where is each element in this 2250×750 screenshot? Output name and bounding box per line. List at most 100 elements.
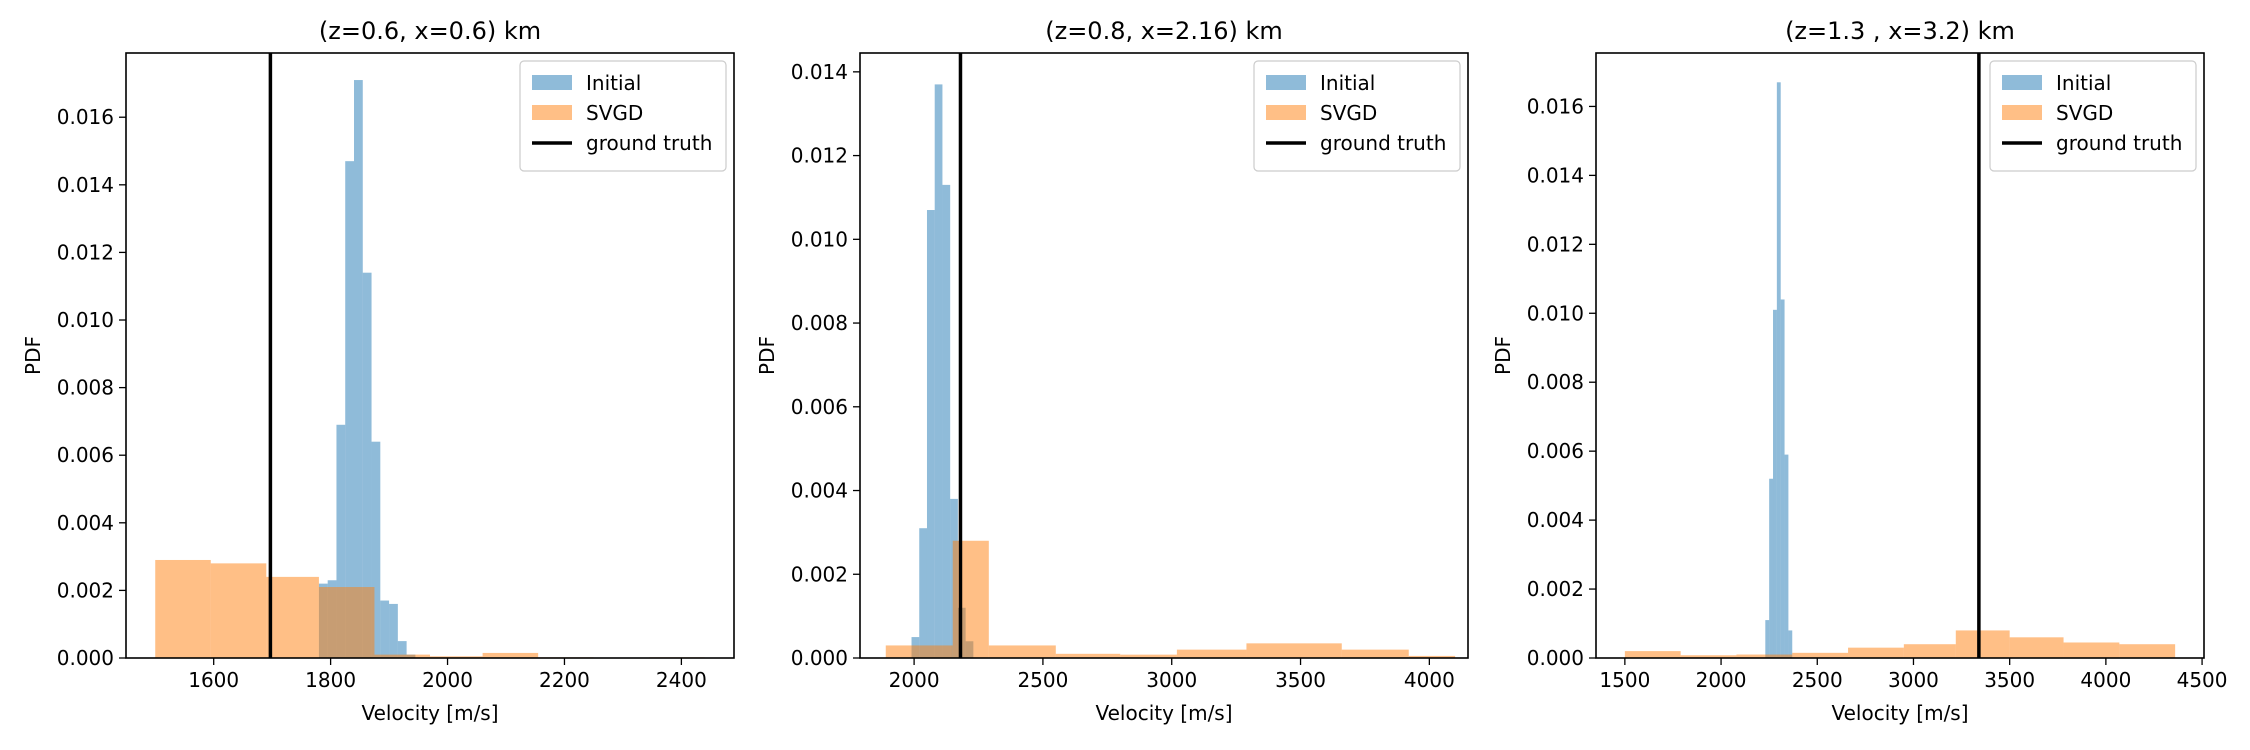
- plot-area: [155, 53, 705, 658]
- svgd-bar: [988, 645, 1056, 658]
- axes-frame: [859, 52, 1469, 659]
- initial-bar: [354, 80, 363, 658]
- x-tick-label: 3500: [1984, 668, 2035, 692]
- x-tick-label: 2500: [1017, 668, 1068, 692]
- legend-svgd-swatch: [2002, 105, 2042, 120]
- axes-frame: [125, 52, 735, 659]
- initial-bar: [1769, 478, 1774, 658]
- legend-initial-label: Initial: [2056, 71, 2111, 95]
- svgd-bar: [1246, 643, 1342, 658]
- x-tick-label: 3000: [1888, 668, 1939, 692]
- y-tick-label: 0.006: [57, 443, 114, 467]
- svgd-bar: [1055, 653, 1121, 658]
- plot-area: [1624, 53, 2176, 658]
- svgd-bar: [318, 587, 375, 658]
- y-tick-label: 0.008: [1527, 370, 1584, 394]
- y-tick-label: 0.014: [57, 173, 114, 197]
- svgd-bar: [885, 645, 920, 658]
- x-tick-label: 2200: [539, 668, 590, 692]
- x-tick-label: 2000: [422, 668, 473, 692]
- initial-bar: [1773, 309, 1777, 658]
- series-initial: [318, 80, 416, 658]
- chart-title: (z=0.6, x=0.6) km: [319, 17, 541, 45]
- svgd-bar: [1848, 647, 1904, 658]
- y-tick-label: 0.000: [791, 646, 848, 670]
- x-tick-label: 3000: [1146, 668, 1197, 692]
- series-svgd: [155, 559, 705, 658]
- svgd-bar: [1120, 654, 1177, 658]
- initial-bar: [926, 210, 935, 658]
- series-initial: [1765, 82, 1793, 658]
- x-tick-label: 2000: [1696, 668, 1747, 692]
- y-tick-label: 0.006: [791, 395, 848, 419]
- series-svgd: [1624, 630, 2176, 658]
- initial-bar: [919, 528, 927, 658]
- legend-initial-swatch: [532, 75, 572, 90]
- svgd-bar: [1792, 652, 1849, 658]
- y-tick-label: 0.014: [1527, 163, 1584, 187]
- y-tick-label: 0.010: [1527, 301, 1584, 325]
- x-tick-label: 1500: [1599, 668, 1650, 692]
- svgd-bar: [1680, 655, 1737, 658]
- svgd-bar: [2009, 637, 2064, 658]
- svgd-bar: [1408, 655, 1456, 658]
- x-tick-label: 4500: [2177, 668, 2228, 692]
- x-tick-label: 1800: [305, 668, 356, 692]
- y-tick-label: 0.004: [791, 479, 848, 503]
- y-tick-label: 0.002: [57, 578, 114, 602]
- legend-ground-truth-label: ground truth: [2056, 131, 2182, 155]
- svgd-bar: [1736, 654, 1793, 658]
- plot-area: [885, 53, 1456, 658]
- svgd-bar: [1176, 649, 1247, 658]
- legend-initial-label: Initial: [586, 71, 641, 95]
- y-tick-label: 0.012: [791, 144, 848, 168]
- svgd-bar: [2063, 642, 2120, 658]
- legend-svgd-label: SVGD: [1320, 101, 1377, 125]
- initial-bar: [1780, 299, 1785, 658]
- initial-bar: [942, 184, 951, 658]
- y-tick-label: 0.016: [57, 105, 114, 129]
- svgd-bar: [1955, 630, 2010, 658]
- legend-svgd-label: SVGD: [2056, 101, 2113, 125]
- svgd-bar: [1903, 644, 1956, 658]
- svgd-bar: [2119, 644, 2176, 658]
- x-tick-label: 4000: [1404, 668, 1455, 692]
- y-tick-label: 0.010: [57, 308, 114, 332]
- panel-1: 1600 1800 2000 2200 2400 0.000 0.002 0.004 0.006…: [21, 17, 735, 725]
- y-tick-label: 0.000: [57, 646, 114, 670]
- x-tick-label: 2000: [889, 668, 940, 692]
- y-tick-label: 0.008: [57, 376, 114, 400]
- legend: Initial SVGD ground truth: [519, 60, 727, 172]
- svgd-bar: [210, 563, 267, 658]
- initial-bar: [371, 441, 381, 658]
- initial-bar: [1788, 630, 1793, 658]
- legend-initial-swatch: [2002, 75, 2042, 90]
- initial-bar: [1776, 82, 1781, 658]
- initial-bar: [345, 161, 354, 658]
- svgd-bar: [482, 652, 539, 658]
- initial-bar: [336, 424, 346, 658]
- svgd-bar: [1341, 649, 1409, 658]
- legend-svgd-swatch: [1266, 105, 1306, 120]
- x-axis-label: Velocity [m/s]: [1831, 701, 1968, 725]
- y-tick-label: 0.008: [791, 311, 848, 335]
- y-tick-label: 0.004: [1527, 508, 1584, 532]
- x-axis-label: Velocity [m/s]: [1095, 701, 1232, 725]
- initial-bar: [380, 600, 390, 658]
- legend-initial-swatch: [1266, 75, 1306, 90]
- y-tick-label: 0.012: [57, 240, 114, 264]
- svgd-bar: [374, 654, 430, 658]
- y-tick-label: 0.004: [57, 511, 114, 535]
- legend: Initial SVGD ground truth: [1253, 60, 1461, 172]
- axes-frame: [1595, 52, 2205, 659]
- x-axis-label: Velocity [m/s]: [361, 701, 498, 725]
- y-axis-label: PDF: [21, 336, 45, 375]
- y-tick-label: 0.000: [1527, 646, 1584, 670]
- legend: Initial SVGD ground truth: [1989, 60, 2197, 172]
- initial-bar: [1784, 454, 1789, 658]
- x-tick-label: 3500: [1275, 668, 1326, 692]
- y-tick-label: 0.006: [1527, 439, 1584, 463]
- initial-bar: [362, 272, 372, 658]
- svgd-bar: [266, 576, 319, 658]
